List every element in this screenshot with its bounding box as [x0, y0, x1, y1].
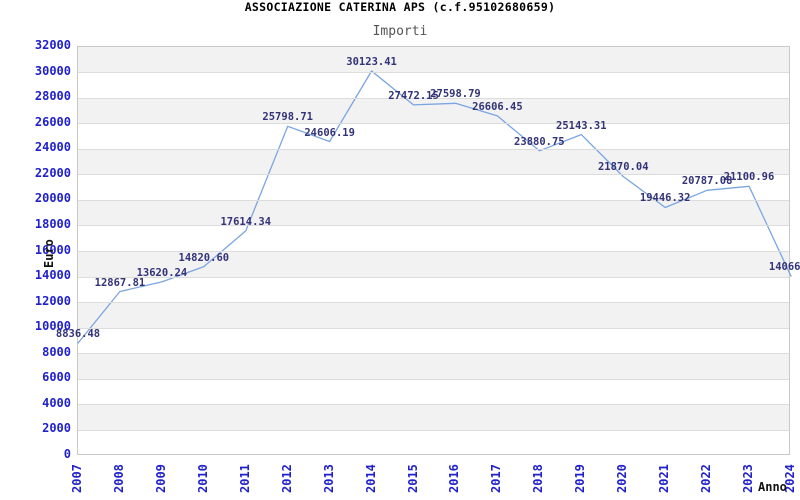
gridline: [78, 404, 789, 406]
y-tick-label: 30000: [34, 63, 71, 78]
x-tick-label: 2015: [405, 464, 420, 493]
y-tick-label: 0: [63, 447, 71, 461]
y-tick-label: 16000: [34, 242, 71, 257]
chart-title: ASSOCIAZIONE CATERINA APS (c.f.951026806…: [244, 0, 556, 14]
data-point-label: 27472.15: [388, 89, 439, 102]
gridline: [78, 123, 789, 125]
y-tick-label: 14000: [34, 268, 71, 283]
x-tick-label: 2022: [699, 464, 714, 493]
data-point-label: 24606.19: [304, 126, 355, 139]
y-tick-label: 28000: [34, 89, 71, 104]
data-point-label: 14820.60: [178, 251, 230, 264]
gridline: [78, 302, 789, 304]
y-tick-label: 6000: [42, 370, 71, 385]
data-point-label: 27598.79: [430, 88, 481, 101]
gridline: [78, 251, 789, 252]
y-tick-label: 32000: [34, 38, 71, 52]
x-tick-label: 2020: [615, 464, 630, 493]
y-tick-label: 24000: [34, 140, 71, 155]
y-tick-label: 20000: [34, 191, 71, 206]
gridline: [78, 148, 789, 150]
line-series: [77, 70, 792, 344]
x-tick-label: 2009: [153, 464, 168, 493]
y-tick-label: 12000: [34, 293, 71, 308]
x-tick-label: 2011: [237, 464, 252, 493]
y-tick-label: 4000: [42, 395, 71, 410]
importi-line: [77, 70, 792, 344]
x-tick-label: 2016: [447, 464, 462, 493]
x-tick-label: 2017: [489, 464, 504, 493]
gridline: [78, 225, 789, 227]
plot-area: 8836.48 12867.81 13620.24 14820.60 17614.34 2…: [56, 46, 800, 455]
data-point-label: 30123.41: [346, 55, 397, 68]
data-point-label: 25143.31: [555, 119, 607, 132]
x-axis-title: Anno: [758, 480, 787, 494]
x-tick-label: 2018: [531, 464, 546, 493]
gridline: [78, 327, 789, 329]
chart-subtitle: Importi: [372, 24, 428, 39]
gridline: [78, 429, 789, 431]
gridline: [78, 97, 789, 99]
gridline: [78, 72, 789, 74]
gridline: [78, 174, 789, 176]
data-point-label: 8836.48: [55, 328, 101, 341]
data-point-label: 23880.75: [514, 135, 565, 148]
data-point-label: 21870.04: [597, 161, 649, 174]
y-tick-label: 10000: [34, 319, 71, 334]
data-point-label: 20787.08: [681, 175, 733, 188]
x-tick-label: 2012: [279, 464, 294, 493]
gridline: [78, 378, 789, 380]
data-point-label: 21100.96: [723, 171, 775, 184]
y-tick-label: 2000: [42, 421, 71, 436]
x-tick-label: 2007: [70, 464, 84, 493]
y-tick-label: 26000: [34, 114, 71, 129]
data-point-label: 13620.24: [136, 266, 188, 279]
y-tick-label: 22000: [34, 165, 71, 180]
x-tick-label: 2023: [741, 464, 756, 493]
gridline: [78, 199, 789, 201]
x-tick-label: 2019: [573, 464, 588, 493]
data-point-label: 25798.71: [262, 111, 313, 124]
y-axis-title: Euro: [42, 239, 56, 268]
x-tick-label: 2014: [363, 464, 378, 493]
x-tick-label: 2008: [111, 464, 126, 493]
gridline: [78, 276, 789, 278]
x-tick-label: 2021: [657, 464, 672, 493]
gridline: [78, 353, 789, 355]
data-point-label: 19446.32: [639, 192, 691, 205]
x-tick-label: 2013: [321, 464, 336, 493]
x-tick-label: 2010: [195, 464, 210, 493]
data-point-label: 17614.34: [220, 215, 272, 228]
data-point-label: 14066.6: [768, 261, 800, 274]
y-tick-label: 18000: [34, 216, 71, 231]
data-point-label: 26606.45: [472, 100, 523, 113]
data-point-label: 12867.81: [94, 276, 146, 289]
y-tick-label: 8000: [42, 344, 71, 359]
